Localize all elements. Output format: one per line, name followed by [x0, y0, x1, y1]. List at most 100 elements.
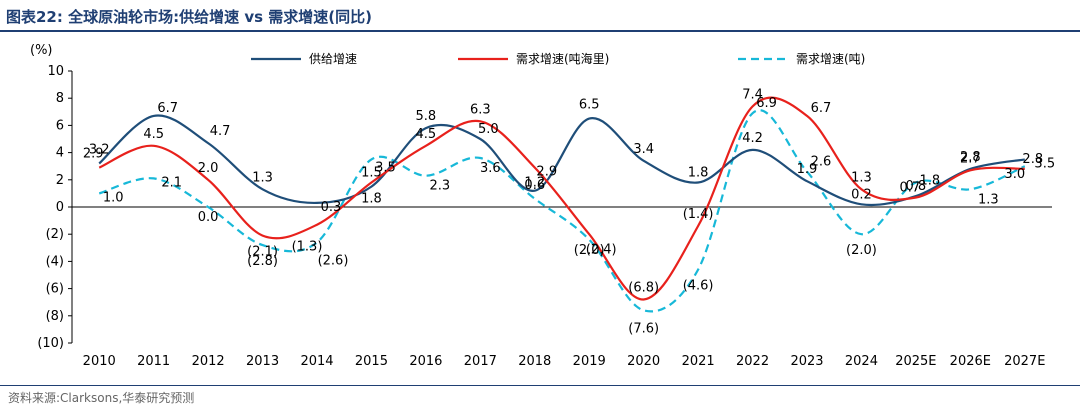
x-tick-label: 2017	[464, 354, 497, 369]
data-label-s3: (7.6)	[628, 321, 659, 336]
series-line-3	[98, 109, 1026, 313]
data-label-s2: 2.9	[536, 165, 557, 180]
series-line-2	[98, 96, 1025, 301]
data-label-s2: 2.8	[1022, 152, 1043, 167]
y-tick-label: 10	[47, 64, 64, 79]
data-label-s2: 4.5	[143, 127, 164, 142]
data-label-s1: 5.8	[416, 109, 437, 124]
legend-label-1: 供给增速	[309, 52, 357, 66]
data-label-s1: 1.9	[797, 162, 818, 177]
data-label-s1: 3.4	[633, 142, 654, 157]
x-tick-label: 2016	[409, 354, 442, 369]
x-tick-label: 2023	[790, 354, 823, 369]
x-tick-label: 2021	[682, 354, 715, 369]
y-tick-label: 0	[56, 200, 64, 215]
data-label-s3: 6.9	[756, 96, 777, 111]
data-label-s3: 0.6	[524, 178, 545, 193]
data-label-s3: 0.0	[198, 210, 219, 225]
data-label-s2: (1.3)	[292, 240, 323, 255]
y-tick-label: (4)	[46, 254, 64, 269]
y-tick-label: (6)	[46, 282, 64, 297]
chart-title: 图表22: 全球原油轮市场:供给增速 vs 需求增速(同比)	[6, 8, 372, 26]
x-tick-label: 2024	[845, 354, 878, 369]
data-label-s3: 3.0	[1004, 167, 1025, 182]
data-label-s1: 0.2	[851, 187, 872, 202]
data-labels: 3.2 6.7 4.7 1.3 0.3 1.5 5.8 5.0 1.2 6.5 3.4 1.8 4.2 1…	[83, 87, 1055, 336]
source-note: 资料来源:Clarksons,华泰研究预测	[8, 391, 195, 405]
data-label-s3: 3.5	[375, 160, 396, 175]
data-label-s2: (6.8)	[628, 280, 659, 295]
data-label-s1: 1.3	[252, 170, 273, 185]
x-tick-label: 2018	[518, 354, 551, 369]
x-tick-label: 2025E	[895, 354, 936, 369]
data-label-s1: 4.2	[742, 131, 763, 146]
data-label-s3: 1.0	[103, 190, 124, 205]
x-tick-label: 2012	[192, 354, 225, 369]
y-tick-label: 2	[56, 173, 64, 188]
x-tick-label: 2019	[573, 354, 606, 369]
x-tick-label: 2015	[355, 354, 388, 369]
data-label-s2: 2.7	[960, 151, 981, 166]
data-label-s1: 3.2	[89, 142, 110, 157]
data-label-s3: 2.6	[811, 155, 832, 170]
y-tick-label: (2)	[46, 227, 64, 242]
data-label-s1: 0.8	[906, 179, 927, 194]
legend: 供给增速 需求增速(吨海里) 需求增速(吨)	[251, 51, 865, 66]
series-lines	[98, 96, 1026, 313]
data-label-s3: 2.1	[161, 175, 182, 190]
data-label-s1: 1.5	[361, 166, 382, 181]
data-label-s1: 0.3	[321, 200, 342, 215]
data-label-s3: (2.6)	[318, 253, 349, 268]
data-label-s1: 6.7	[157, 101, 178, 116]
data-label-s1: 1.2	[524, 176, 545, 191]
data-label-s2: 4.5	[416, 127, 437, 142]
title-divider	[0, 30, 1080, 32]
data-label-s1: 3.5	[1034, 156, 1055, 171]
data-label-s1: 4.7	[210, 124, 231, 139]
x-tick-label: 2026E	[950, 354, 991, 369]
legend-label-2: 需求增速(吨海里)	[516, 51, 609, 66]
legend-label-3: 需求增速(吨)	[796, 52, 865, 66]
line-chart: (%) 10 8 6 4 2 0 (2) (4) (6) (8) (10) 2010 2011 2012…	[30, 43, 1055, 369]
y-axis: 10 8 6 4 2 0 (2) (4) (6) (8) (10)	[37, 64, 73, 351]
data-label-s3: (4.6)	[683, 279, 714, 294]
y-axis-unit: (%)	[30, 43, 53, 58]
y-tick-label: 6	[56, 118, 64, 133]
data-label-s2: 2.0	[198, 161, 219, 176]
x-axis: 2010 2011 2012 2013 2014 2015 2016 2017 2018 2019…	[72, 206, 1052, 369]
data-label-s2: 7.4	[742, 87, 763, 102]
x-tick-label: 2020	[627, 354, 660, 369]
data-label-s1: 1.8	[688, 166, 709, 181]
x-tick-label: 2014	[300, 354, 333, 369]
series-line-1	[98, 114, 1025, 207]
x-tick-label: 2011	[137, 354, 170, 369]
data-label-s2: (2.0)	[574, 243, 605, 258]
x-tick-label: 2013	[246, 354, 279, 369]
data-label-s2: 0.7	[900, 180, 921, 195]
data-label-s3: 1.8	[920, 174, 941, 189]
data-label-s1: 6.5	[579, 98, 600, 113]
source-divider	[0, 385, 1080, 386]
data-label-s3: (2.8)	[247, 254, 278, 269]
y-tick-label: (10)	[37, 336, 64, 351]
data-label-s2: (2.1)	[247, 245, 278, 260]
y-tick-label: (8)	[46, 309, 64, 324]
x-tick-label: 2022	[736, 354, 769, 369]
data-label-s3: 1.3	[978, 192, 999, 207]
x-tick-label: 2010	[83, 354, 116, 369]
data-label-s2: 1.8	[361, 192, 382, 207]
data-label-s2: 2.9	[83, 147, 104, 162]
x-tick-label: 2027E	[1004, 354, 1045, 369]
data-label-s3: (2.4)	[586, 243, 617, 258]
data-label-s2: 6.7	[811, 101, 832, 116]
data-label-s1: 5.0	[478, 122, 499, 137]
data-label-s3: (2.0)	[846, 243, 877, 258]
y-tick-label: 4	[56, 146, 64, 161]
data-label-s2: (1.4)	[683, 207, 714, 222]
data-label-s1: 2.8	[960, 150, 981, 165]
y-tick-label: 8	[56, 91, 64, 106]
data-label-s2: 6.3	[470, 102, 491, 117]
data-label-s2: 1.3	[851, 170, 872, 185]
data-label-s3: 2.3	[430, 179, 451, 194]
data-label-s3: 3.6	[480, 161, 501, 176]
